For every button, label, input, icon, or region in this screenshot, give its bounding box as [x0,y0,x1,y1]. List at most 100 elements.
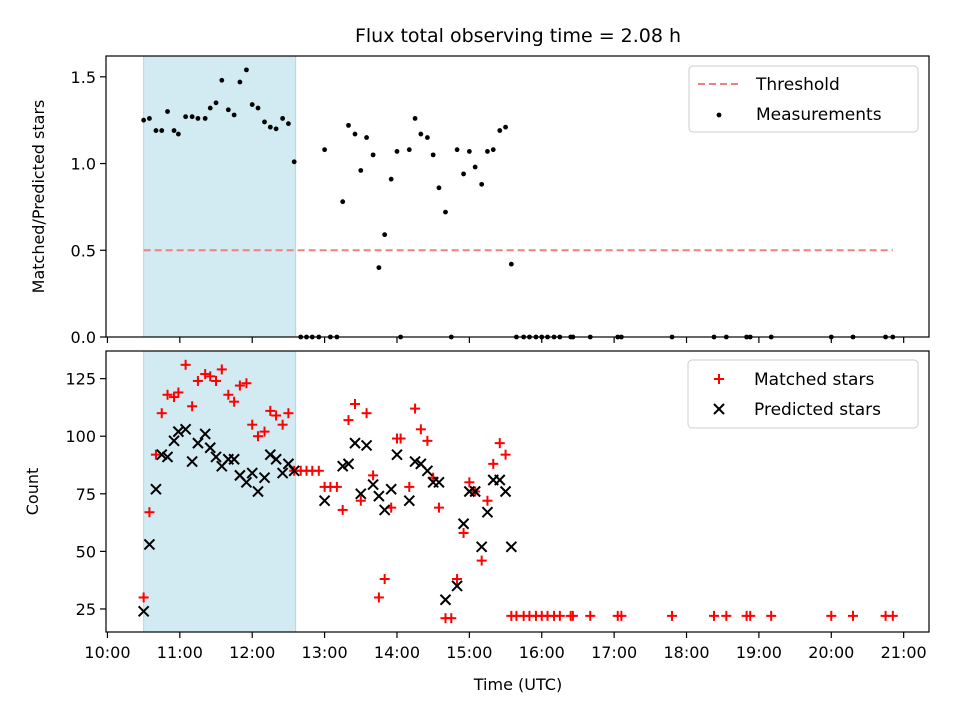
measurement-point [382,232,388,238]
measurement-point [430,152,436,158]
matched-point [887,610,898,621]
matched-point [247,419,258,430]
matched-point [433,502,444,513]
matched-point [313,465,324,476]
measurement-point [262,119,267,125]
x-tick-label: 14:00 [374,643,420,662]
matched-point [144,507,155,518]
measurement-point [485,149,490,154]
measurement-point [370,152,376,158]
predicted-point [391,448,403,461]
predicted-point [318,495,331,507]
matched-point [277,419,288,430]
matched-point [488,458,499,469]
matched-point [361,408,372,419]
matched-point [458,527,469,538]
bottom-x-ticks: 10:00 11:00 12:00 13:00 14:00 15:00 16:00 17:00… [84,632,927,662]
predicted-point [246,467,258,479]
predicted-point [192,437,204,449]
matched-point [343,415,354,426]
x-tick-label: 13:00 [302,643,348,662]
predicted-point [360,439,373,452]
predicted-points [137,423,518,617]
matched-point [395,433,406,444]
predicted-point [385,483,397,495]
predicted-point [186,455,198,468]
matched-point [229,396,240,407]
chart-title: Flux total observing time = 2.08 h [355,25,681,47]
legend-threshold-label: Threshold [755,75,840,95]
measurement-point [418,131,424,137]
predicted-point [179,423,192,436]
top-y-ticks: 0.0 0.5 1.0 1.5 [71,68,106,347]
matched-points [138,359,898,624]
measurement-point [171,128,177,133]
x-tick-label: 19:00 [736,643,782,662]
measurement-point [291,159,297,165]
measurement-point [376,265,382,271]
predicted-point [199,428,211,440]
predicted-point [367,478,379,491]
bottom-legend: Matched stars Predicted stars [687,359,919,429]
predicted-point [403,495,415,507]
matched-point [180,359,191,370]
measurement-point [280,116,286,121]
matched-point [162,389,173,400]
measurement-point [213,100,219,106]
matched-point [826,610,837,621]
matched-point [216,364,227,375]
measurement-point [175,131,181,137]
y-tick-label: 100 [65,427,96,446]
predicted-point [421,465,434,477]
matched-point [745,610,756,621]
matched-point [482,495,493,506]
observing-span-bottom [143,350,297,633]
measurement-point [436,185,442,191]
matched-point [331,481,342,492]
measurement-point [267,124,273,130]
predicted-point [204,442,216,454]
matched-point [766,610,777,621]
predicted-point [150,483,162,495]
x-tick-label: 11:00 [157,643,203,662]
matched-point [847,610,858,621]
matched-point [404,481,415,492]
matched-point [410,403,421,414]
matched-point [464,477,475,488]
measurement-point [189,114,195,120]
matched-point [446,613,457,624]
matched-point [265,405,276,416]
top-axes-frame [105,55,930,338]
predicted-point [258,471,271,484]
predicted-point [228,453,240,465]
matched-point [234,380,245,391]
measurement-point [286,121,291,127]
x-tick-label: 10:00 [84,643,130,662]
predicted-point [172,425,185,438]
matched-point [192,375,203,386]
top-x-ticks [106,337,905,343]
measurement-point [503,124,508,130]
bottom-y-axis-label: Count [23,468,42,516]
matched-point [709,610,720,621]
y-tick-label: 0.5 [71,241,96,260]
predicted-point [168,435,180,447]
predicted-point [137,605,150,617]
legend-predicted-swatch [713,403,725,415]
measurement-point [322,147,327,153]
matched-point [211,375,222,386]
matched-point [200,369,211,380]
bottom-y-ticks: 25 50 75 100 125 [65,370,106,619]
matched-point [415,424,426,435]
y-tick-label: 50 [76,542,96,561]
measurement-point [490,147,496,153]
matched-point [283,408,294,419]
matched-point [187,401,198,412]
measurement-point [249,102,255,107]
measurement-point [412,116,418,121]
predicted-point [276,467,289,479]
matched-point [616,610,627,621]
measurement-point [255,105,261,111]
predicted-point [373,490,385,502]
